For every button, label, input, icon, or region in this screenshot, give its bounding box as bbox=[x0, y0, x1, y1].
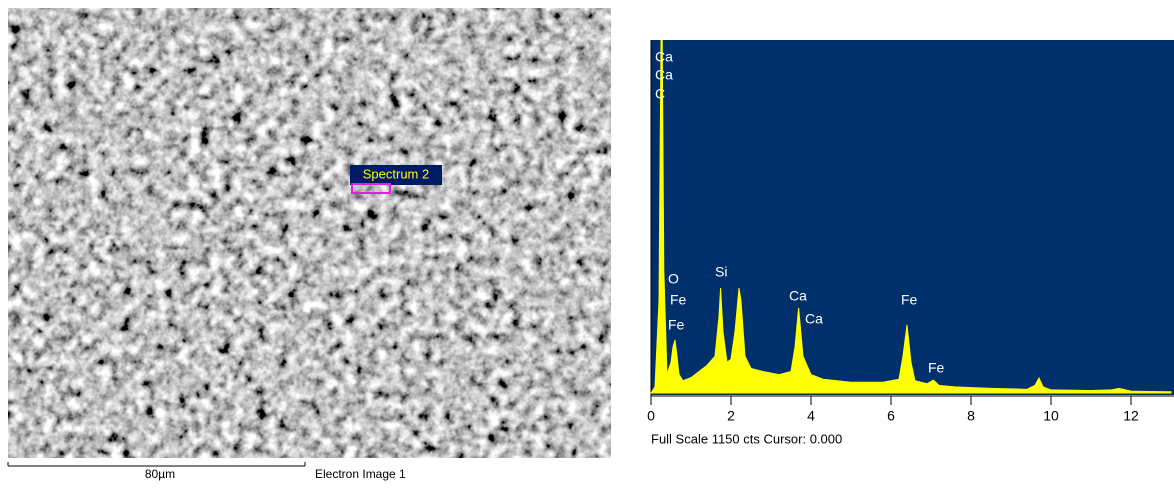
x-tick-label: 4 bbox=[807, 408, 815, 424]
peak-label: Fe bbox=[928, 360, 945, 376]
peak-label: Ca bbox=[655, 67, 673, 83]
footer: Full Scale 1150 cts Cursor: 0.000 bbox=[651, 431, 842, 446]
x-tick-label: 8 bbox=[967, 408, 975, 424]
peak-label: Si bbox=[715, 264, 727, 280]
peak-label: Ca bbox=[805, 311, 823, 327]
peak-label: Fe bbox=[901, 292, 918, 308]
peak-label: O bbox=[668, 271, 679, 287]
spectrum-label: Spectrum 2 bbox=[363, 166, 429, 181]
image-caption: Electron Image 1 bbox=[315, 467, 406, 481]
peak-label: Fe bbox=[670, 292, 687, 308]
peak-label: Fe bbox=[668, 317, 685, 333]
x-tick-label: 10 bbox=[1043, 408, 1059, 424]
peak-label: C bbox=[655, 86, 665, 102]
plot-background bbox=[651, 40, 1174, 395]
x-tick-label: 12 bbox=[1123, 408, 1139, 424]
x-tick-label: 0 bbox=[647, 408, 655, 424]
scale-bar-label: 80µm bbox=[145, 467, 175, 481]
sem-image bbox=[8, 8, 611, 458]
page: Spectrum 2 80µm Electron Image 1 Full Sc… bbox=[0, 0, 1174, 485]
x-tick-label: 2 bbox=[727, 408, 735, 424]
peak-label: Ca bbox=[655, 49, 673, 65]
peak-label: Ca bbox=[789, 288, 807, 304]
x-tick-label: 6 bbox=[887, 408, 895, 424]
